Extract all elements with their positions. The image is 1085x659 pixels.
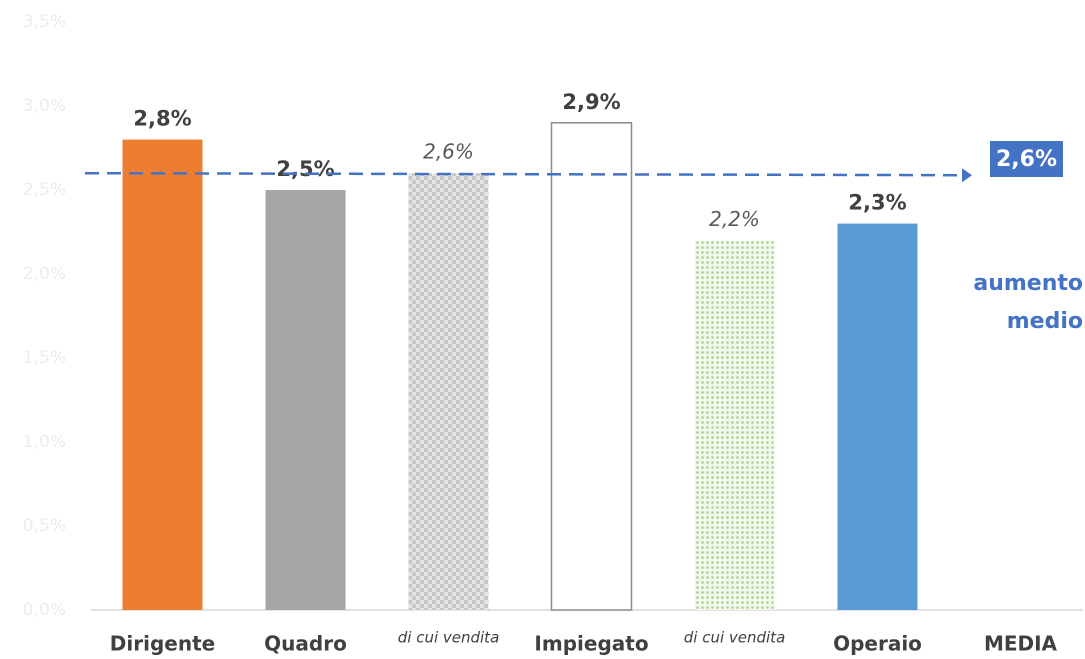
data-label: 2,5% [276, 157, 334, 181]
x-tick-label: MEDIA [984, 632, 1058, 656]
y-tick-label: 1,0% [23, 432, 66, 452]
data-label: 2,6% [423, 140, 474, 164]
y-tick-label: 0,5% [23, 516, 66, 536]
y-tick-label: 1,5% [23, 348, 66, 368]
x-tick-label: Quadro [264, 632, 347, 656]
y-tick-label: 0,0% [23, 600, 66, 620]
y-tick-label: 3,5% [23, 12, 66, 32]
data-label: 2,3% [848, 191, 906, 215]
y-tick-label: 3,0% [23, 96, 66, 116]
y-tick-label: 2,5% [23, 180, 66, 200]
average-line [84, 171, 963, 177]
x-tick-label: di cui vendita [398, 629, 500, 647]
bar [265, 190, 346, 610]
x-tick-label: Impiegato [534, 632, 648, 656]
data-label: 2,8% [133, 107, 191, 131]
data-label: 2,9% [562, 90, 620, 114]
x-tick-label: Dirigente [110, 632, 215, 656]
bar [694, 240, 775, 610]
bar [122, 139, 203, 610]
average-arrow [962, 168, 972, 183]
annotation: aumento [973, 271, 1083, 296]
bar [837, 223, 918, 610]
annotation: medio [1007, 309, 1083, 334]
average-box [990, 141, 1063, 177]
average-label: 2,6% [996, 147, 1057, 172]
y-tick-label: 2,0% [23, 264, 66, 284]
bar [550, 122, 633, 611]
x-tick-label: di cui vendita [684, 629, 786, 647]
data-label: 2,2% [709, 207, 760, 231]
x-tick-label: Operaio [833, 632, 922, 656]
bar [408, 173, 489, 610]
